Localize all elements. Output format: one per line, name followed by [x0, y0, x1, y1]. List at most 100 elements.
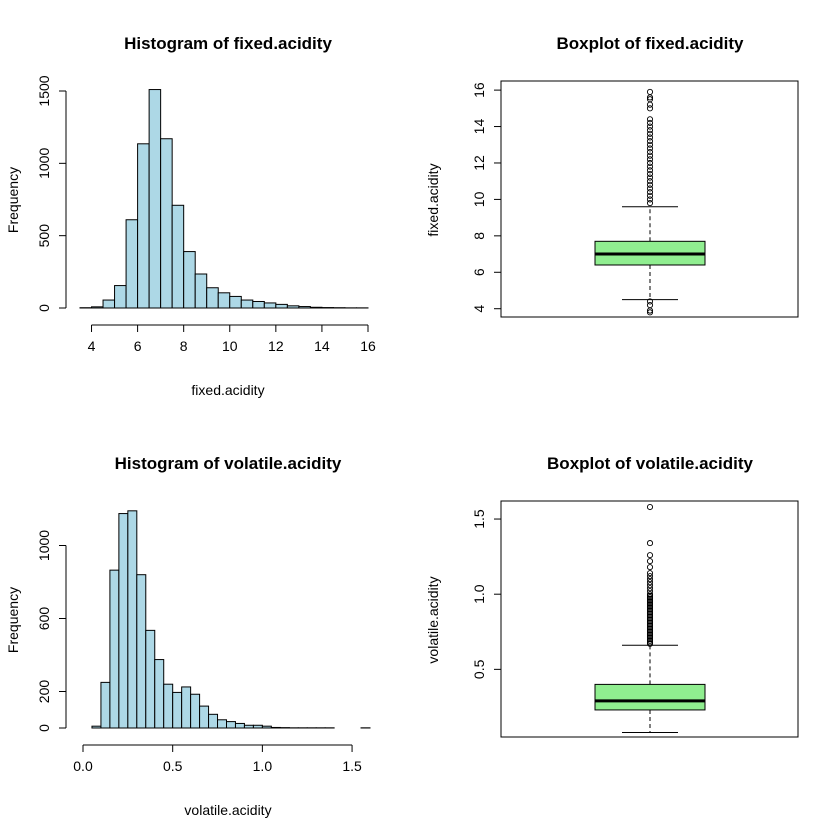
histogram-bar: [208, 713, 219, 729]
histogram-bar: [309, 306, 323, 309]
outlier-point: [646, 167, 654, 174]
x-axis-label: volatile.acidity: [184, 802, 271, 818]
y-tick-label: 10: [471, 191, 487, 207]
outlier-point: [646, 123, 654, 130]
outlier-point: [646, 145, 654, 152]
histogram-bar: [270, 726, 281, 729]
outlier-point: [646, 582, 654, 589]
chart-title: Boxplot of fixed.acidity: [556, 34, 744, 53]
histogram-bar: [91, 306, 104, 309]
x-tick-label: 0.0: [73, 758, 93, 774]
outlier-point: [646, 127, 654, 134]
x-tick-label: 12: [268, 338, 284, 354]
histogram-bar: [114, 285, 127, 309]
histogram-bar: [109, 569, 120, 729]
outlier-point: [646, 591, 654, 598]
histogram-bar: [217, 292, 231, 309]
outlier-point: [646, 96, 654, 103]
x-tick-label: 16: [360, 338, 376, 354]
histogram-bar: [163, 683, 174, 729]
histogram-bar: [252, 300, 265, 309]
y-axis-label: fixed.acidity: [425, 163, 441, 236]
outlier-point: [646, 174, 654, 181]
histogram-bar: [136, 574, 147, 729]
histogram-bar: [229, 295, 242, 309]
histogram-bar: [240, 299, 254, 309]
y-tick-label: 6: [471, 268, 487, 276]
histogram-bar: [252, 724, 263, 729]
histogram-bar: [275, 303, 288, 309]
chart-title: Boxplot of volatile.acidity: [547, 454, 753, 473]
outlier-point: [646, 579, 654, 586]
outlier-point: [646, 298, 654, 305]
x-tick-label: 6: [134, 338, 142, 354]
histogram-bar: [145, 629, 156, 729]
outlier-point: [646, 192, 654, 199]
histogram-bar: [199, 705, 210, 729]
outlier-point: [646, 185, 654, 192]
chart-title: Histogram of volatile.acidity: [115, 454, 342, 473]
plot-area: 0.5 1.0 1.5: [471, 500, 799, 738]
x-tick-label: 14: [314, 338, 330, 354]
boxplot-fixed-acidity: Boxplot of fixed.acidity fixed.acidity 4…: [425, 34, 799, 318]
outlier-point: [646, 564, 654, 571]
outlier-point: [646, 134, 654, 141]
outlier-point: [646, 88, 654, 95]
histogram-bar: [286, 305, 300, 309]
histogram-bar: [183, 251, 196, 309]
x-axis-label: fixed.acidity: [191, 382, 264, 398]
outlier-point: [646, 503, 654, 511]
outlier-point: [646, 119, 654, 126]
histogram-bar: [154, 659, 165, 729]
y-tick-label: 8: [471, 232, 487, 240]
y-tick-label: 1500: [36, 75, 52, 106]
outlier-point: [646, 148, 654, 156]
y-tick-label: 200: [36, 680, 52, 704]
y-axis-label: Frequency: [5, 167, 21, 233]
histogram-bar: [91, 725, 102, 729]
y-tick-label: 1000: [36, 530, 52, 561]
x-tick-label: 8: [180, 338, 188, 354]
outlier-point: [646, 156, 654, 163]
outlier-point: [646, 116, 654, 123]
outlier-point: [646, 588, 654, 595]
histogram-bar: [190, 693, 201, 729]
y-tick-label: 14: [471, 119, 487, 135]
x-tick-label: 10: [222, 338, 238, 354]
outlier-point: [646, 105, 654, 112]
outlier-point: [646, 152, 654, 159]
outlier-point: [646, 558, 654, 565]
outlier-point: [646, 576, 654, 583]
histogram-fixed-acidity: Histogram of fixed.acidity fixed.acidity…: [5, 34, 376, 398]
x-tick-label: 0.5: [163, 758, 183, 774]
outlier-point: [646, 141, 654, 148]
chart-title: Histogram of fixed.acidity: [124, 34, 332, 53]
histogram-bar: [261, 725, 272, 729]
outlier-point: [646, 552, 654, 559]
y-axis-label: Frequency: [5, 587, 21, 653]
x-tick-label: 4: [88, 338, 96, 354]
y-tick-label: 12: [471, 155, 487, 171]
histogram-bar: [125, 219, 139, 309]
y-tick-label: 600: [36, 607, 52, 631]
histogram-bar: [102, 299, 116, 309]
outlier-point: [646, 170, 654, 177]
histogram-bar: [181, 686, 192, 729]
outlier-point: [646, 570, 654, 577]
outlier-point: [646, 178, 654, 185]
outlier-point: [646, 159, 654, 167]
outlier-point: [646, 130, 654, 137]
outlier-point: [646, 196, 654, 203]
y-axis-label: volatile.acidity: [425, 576, 441, 663]
y-tick-label: 1.0: [471, 584, 487, 604]
y-tick-label: 1.5: [471, 509, 487, 529]
y-tick-label: 0.5: [471, 659, 487, 679]
y-tick-label: 1000: [36, 148, 52, 179]
outlier-point: [646, 540, 654, 547]
y-tick-label: 16: [471, 82, 487, 98]
outlier-point: [646, 585, 654, 592]
histogram-bar: [118, 513, 129, 729]
histogram-bar: [234, 722, 245, 729]
outlier-point: [646, 309, 654, 316]
